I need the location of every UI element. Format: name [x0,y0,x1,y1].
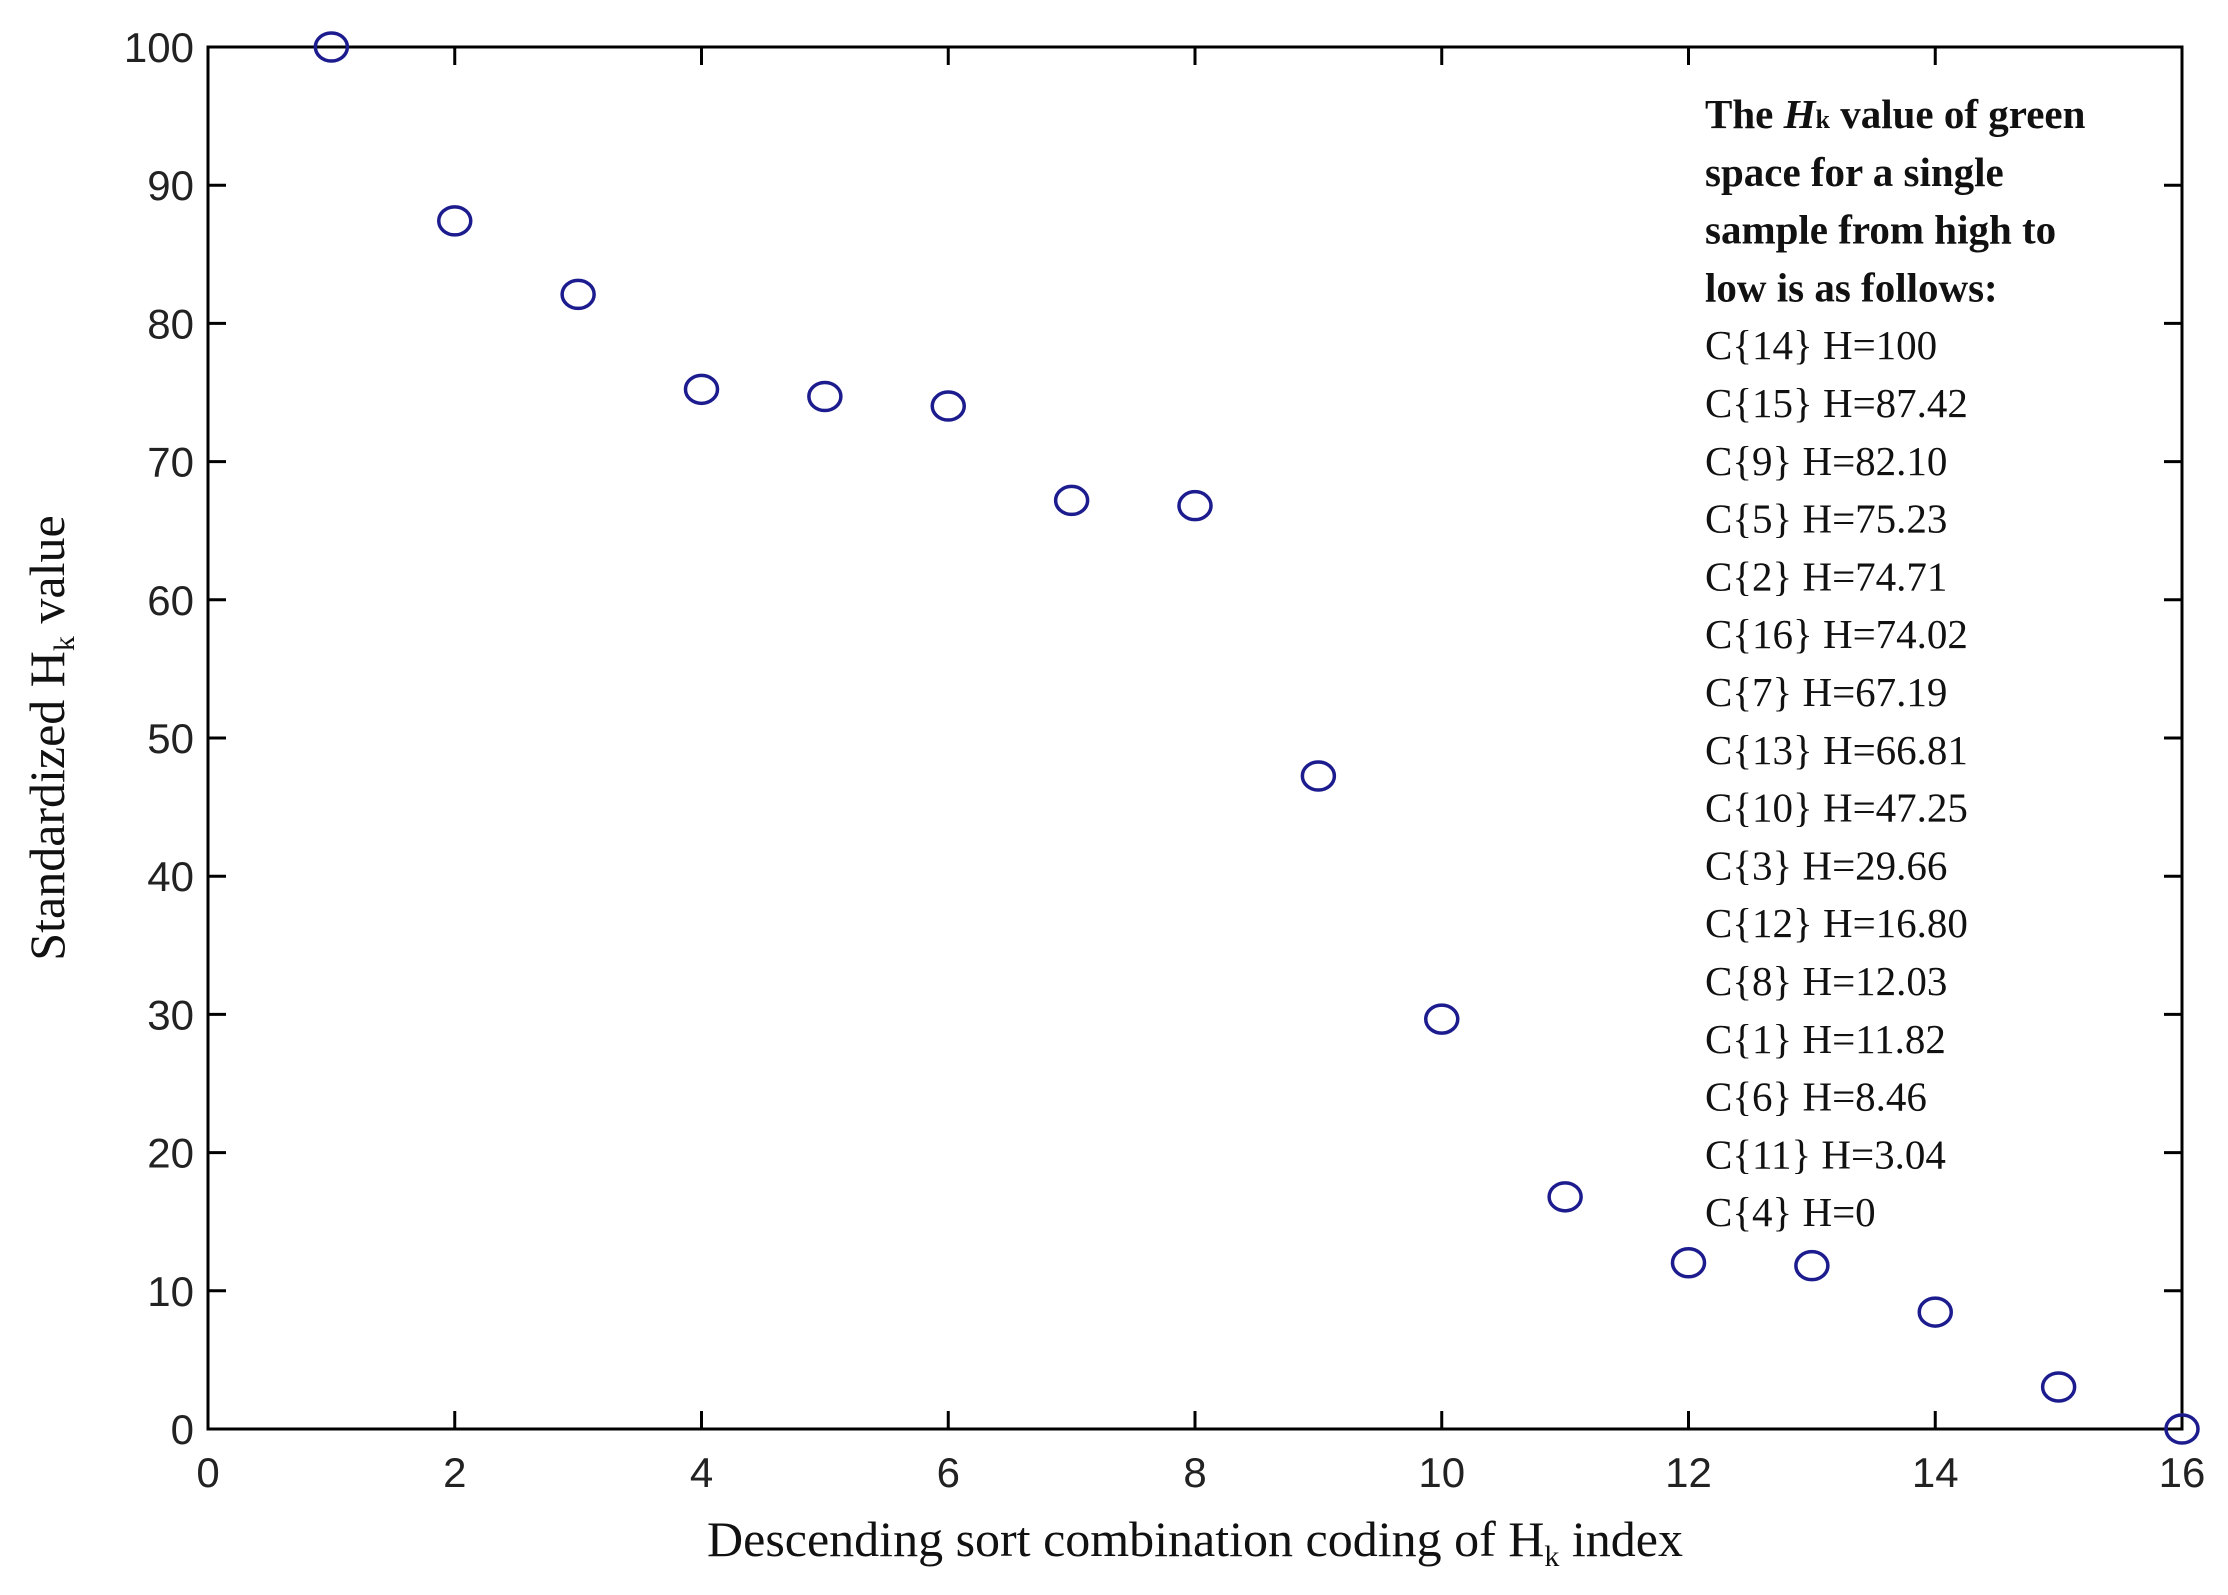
annotation-value-line: C{14} H=100 [1705,322,1937,368]
annotation-value-line: C{10} H=47.25 [1705,785,1968,831]
annotation-value-line: C{15} H=87.42 [1705,380,1968,426]
x-tick-label: 10 [1418,1449,1465,1496]
tick-labels: 0 2 4 6 8 10 12 14 16 0 10 20 30 40 50 60 70 80 90 100 [124,24,2205,1496]
data-point [1053,484,1090,517]
data-point [807,380,843,413]
annotation-value-line: C{2} H=74.71 [1705,553,1947,599]
data-point [1794,1249,1830,1282]
data-point [313,31,350,63]
annotation-value-line: C{4} H=0 [1705,1189,1876,1235]
annotation-value-line: C{16} H=74.02 [1705,611,1968,657]
data-point [683,373,720,406]
annotation-value-line: C{11} H=3.04 [1705,1131,1946,1177]
plot-area [206,45,2184,1431]
x-tick-label: 6 [937,1449,960,1496]
y-tick-label: 30 [147,991,194,1038]
annotation-heading-line: low is as follows: [1705,264,1998,310]
y-tick-label: 10 [147,1268,194,1315]
data-point [1670,1246,1707,1279]
y-tick-label: 90 [147,162,194,209]
annotation-heading-line: sample from high to [1705,207,2056,253]
x-tick-label: 4 [690,1449,713,1496]
data-point [1547,1181,1583,1213]
x-tick-label: 8 [1183,1449,1206,1496]
annotation-value-line: C{1} H=11.82 [1705,1016,1946,1062]
y-tick-label: 80 [147,300,194,347]
y-tick-label: 0 [171,1406,194,1453]
data-point [1300,760,1337,792]
x-tick-label: 16 [2159,1449,2206,1496]
x-tick-label: 2 [443,1449,466,1496]
x-tick-label: 0 [196,1449,219,1496]
annotation-value-line: C{9} H=82.10 [1705,438,1947,484]
data-point [1917,1296,1953,1328]
y-tick-label: 20 [147,1130,194,1177]
annotation-value-line: C{7} H=67.19 [1705,669,1947,715]
x-tick-label: 14 [1912,1449,1959,1496]
y-tick-label: 50 [147,715,194,762]
axis-ticks [206,45,2184,1431]
annotation-value-line: C{13} H=66.81 [1705,727,1968,773]
data-point [1177,489,1213,522]
y-tick-label: 60 [147,577,194,624]
data-point [930,390,966,422]
annotation-text-block: The Hk value of green space for a single s… [1705,91,2086,1235]
data-points [313,31,2200,1445]
annotation-heading-line: The Hk value of green [1705,91,2086,137]
annotation-heading-line: space for a single [1705,149,2004,195]
data-point [437,205,473,237]
data-point [1424,1003,1460,1035]
y-tick-label: 100 [124,24,194,71]
annotation-value-line: C{8} H=12.03 [1705,958,1947,1004]
annotation-value-line: C{6} H=8.46 [1705,1074,1927,1120]
data-point [560,278,596,311]
x-tick-label: 12 [1665,1449,1712,1496]
annotation-value-line: C{12} H=16.80 [1705,900,1968,946]
x-axis-title: Descending sort combination coding of Hk… [707,1511,1683,1573]
y-axis-title: Standardized Hk value [19,515,81,960]
data-point [2164,1413,2200,1445]
annotation-value-line: C{5} H=75.23 [1705,496,1947,542]
data-point [2040,1371,2077,1403]
y-tick-label: 40 [147,853,194,900]
y-tick-label: 70 [147,439,194,486]
annotation-value-line: C{3} H=29.66 [1705,842,1947,888]
